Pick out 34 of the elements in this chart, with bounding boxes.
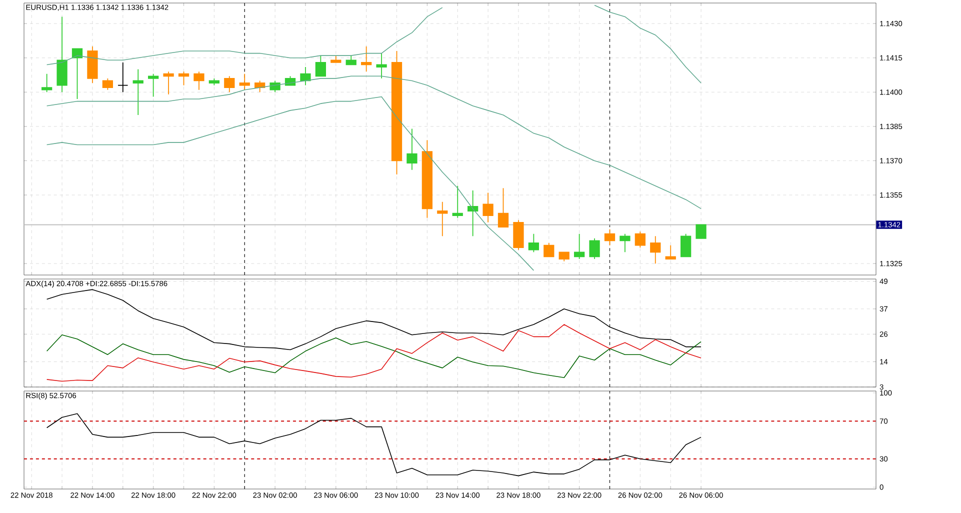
candlestick: [544, 242, 554, 258]
candlestick: [620, 233, 630, 253]
candlestick: [696, 224, 706, 239]
candlestick: [650, 236, 661, 264]
candlestick: [665, 244, 676, 260]
candlestick: [148, 73, 159, 98]
candlestick: [528, 233, 539, 253]
candlestick: [239, 73, 250, 90]
candlestick: [72, 48, 83, 100]
candlestick: [224, 76, 235, 93]
candlestick: [178, 71, 190, 86]
candlestick: [574, 233, 585, 260]
candlestick: [163, 71, 174, 95]
candlestick: [132, 68, 144, 116]
candlestick: [346, 55, 356, 66]
candlestick: [558, 252, 570, 262]
candlestick: [300, 66, 311, 86]
candlestick: [680, 233, 692, 258]
candlestick: [468, 190, 478, 237]
candlestick: [376, 52, 387, 79]
candlestick: [194, 71, 204, 90]
candlestick: [634, 231, 646, 248]
candlestick: [118, 62, 128, 93]
candlestick: [315, 55, 326, 77]
candlestick: [406, 128, 418, 170]
candlestick: [42, 73, 52, 93]
candlestick: [361, 46, 372, 72]
candlestick: [482, 192, 494, 223]
candlestick: [102, 78, 113, 90]
candlestick: [498, 188, 509, 228]
candlestick: [437, 201, 448, 237]
candlestick: [604, 228, 616, 246]
candlestick: [452, 185, 463, 218]
candlestick: [589, 238, 600, 260]
